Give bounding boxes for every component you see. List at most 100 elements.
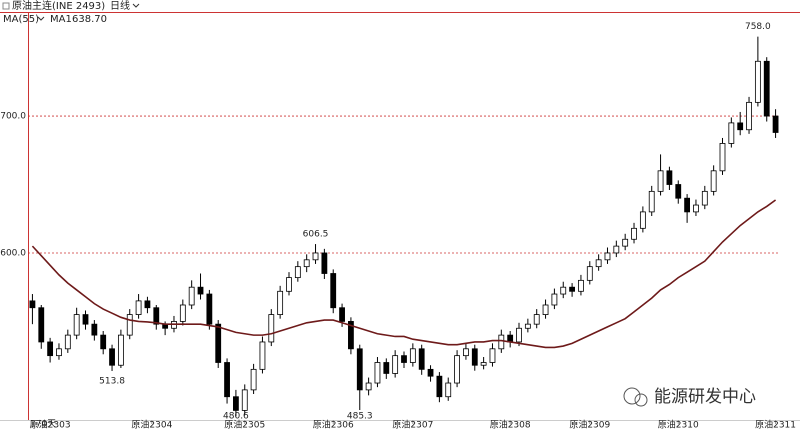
candle-body <box>409 348 416 363</box>
candle-body <box>259 341 266 370</box>
candle-body <box>356 348 363 391</box>
candle-body <box>595 259 602 268</box>
candle-body <box>64 334 71 350</box>
candle-body <box>294 266 301 279</box>
candle-body <box>569 286 575 292</box>
candle-body <box>516 327 522 343</box>
candle-body <box>29 300 36 309</box>
candle-body <box>631 227 637 240</box>
candle-body <box>126 314 133 336</box>
candle-body <box>135 300 142 315</box>
candle-body <box>233 396 239 411</box>
candle-body <box>498 334 505 350</box>
x-tick-label: 原油2309 <box>569 419 610 430</box>
candle-body <box>197 286 204 295</box>
candle-body <box>551 293 558 306</box>
candle-body <box>657 170 664 192</box>
chevron <box>37 16 45 21</box>
candle-body <box>117 334 124 366</box>
candle-body <box>533 314 540 325</box>
candle-body <box>56 348 62 357</box>
candle-body <box>418 348 425 370</box>
candle-body <box>206 293 213 325</box>
x-tick-label: 原油2311 <box>755 419 796 430</box>
watermark: 能源研发中心 <box>623 387 756 407</box>
x-tick-label: 原油2306 <box>313 419 354 430</box>
x-tick-label: 原油2304 <box>131 419 172 430</box>
candle-body <box>445 382 452 398</box>
candle-body <box>693 204 699 213</box>
candle-body <box>321 252 328 274</box>
annotation: 480.6 <box>223 412 249 422</box>
candle-body <box>639 211 646 229</box>
candle-body <box>728 122 735 144</box>
candle-body <box>392 355 399 374</box>
annotation: 485.3 <box>347 412 373 422</box>
instrument[interactable]: 原油主连(INE 2493) <box>12 0 105 12</box>
candle-body <box>701 190 708 206</box>
candle-body <box>339 307 345 322</box>
candle-body <box>489 348 496 363</box>
candle-body <box>224 362 230 398</box>
candle-body <box>179 304 186 322</box>
candle-body <box>348 321 354 350</box>
candle-body <box>303 259 310 268</box>
y-tick-label: 600.0 <box>0 248 26 258</box>
candle-body <box>330 273 337 309</box>
candle-body <box>91 323 98 336</box>
candle-body <box>153 307 160 325</box>
candle-body <box>73 314 80 336</box>
candle-body <box>746 101 752 131</box>
annotation: 758.0 <box>745 22 771 32</box>
candle-body <box>542 304 549 315</box>
candle-body <box>666 170 673 185</box>
candle-body <box>675 184 682 199</box>
candle-body <box>471 348 478 366</box>
candle-body <box>684 197 691 213</box>
ma-name: MA1 <box>50 14 72 25</box>
ma-value: 638.70 <box>72 14 107 25</box>
x-tick-label: 原油2308 <box>490 419 531 430</box>
candle-body <box>82 314 89 325</box>
candle-body <box>763 60 770 117</box>
candle-body <box>312 252 319 261</box>
candle-body <box>374 362 381 384</box>
candle-body <box>188 286 195 306</box>
watermark-text: 能源研发中心 <box>654 387 756 407</box>
candle-body <box>754 60 761 103</box>
candle-body <box>737 122 744 131</box>
candle-body <box>560 286 567 295</box>
candle-body <box>436 375 443 398</box>
candle-body <box>480 362 487 366</box>
chevron <box>132 3 140 8</box>
candle-body <box>613 245 620 254</box>
candle-body <box>383 362 390 374</box>
annotation: 513.8 <box>99 376 125 386</box>
candle-body <box>100 334 107 350</box>
candle-body <box>622 238 629 247</box>
candle-body <box>524 323 531 329</box>
indicator[interactable]: MA(55) <box>3 14 39 25</box>
x-tick-label: 原油2303 <box>30 419 71 430</box>
candle-body <box>144 300 151 309</box>
candle-body <box>38 307 45 343</box>
wm-icon <box>623 387 641 405</box>
x-tick-label: 原油2310 <box>658 419 699 430</box>
y-tick-label: 700.0 <box>0 112 26 122</box>
icon <box>2 2 10 10</box>
x-tick-label: 原油2307 <box>392 419 433 430</box>
candle-body <box>286 277 292 292</box>
candle-body <box>648 190 655 213</box>
period[interactable]: 日线 <box>110 0 130 12</box>
candle-body <box>454 355 460 384</box>
candle-body <box>268 314 275 343</box>
candle-body <box>710 170 717 192</box>
candle-body <box>365 382 372 391</box>
candle-body <box>241 389 248 411</box>
candle-body <box>427 368 434 377</box>
annotation: 606.5 <box>303 230 329 240</box>
candle-body <box>719 143 726 172</box>
candle-body <box>401 355 407 363</box>
